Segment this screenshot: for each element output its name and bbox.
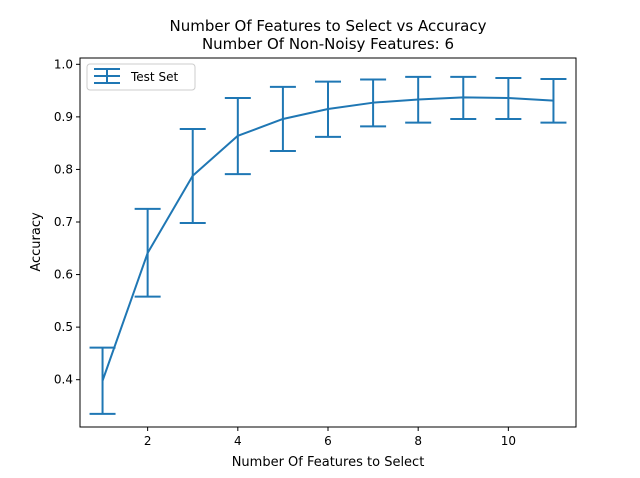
x-tick-label: 6 [324,434,332,448]
y-tick-label: 0.6 [54,268,73,282]
legend: Test Set [86,63,196,91]
y-axis-ticks: 0.4 0.5 0.6 0.7 0.8 0.9 1.0 [54,57,80,387]
x-axis-ticks: 2 4 6 8 10 [144,427,516,448]
x-tick-label: 8 [414,434,422,448]
series-line-test-set [101,96,554,382]
legend-errorbar-marker [94,68,120,84]
series-layer [89,75,567,415]
x-tick-label: 10 [501,434,516,448]
legend-entry-test-set: Test Set [130,70,178,84]
x-tick-label: 4 [234,434,242,448]
y-tick-label: 0.8 [54,162,73,176]
y-tick-label: 0.7 [54,215,73,229]
y-tick-label: 0.5 [54,320,73,334]
y-axis-label: Accuracy [29,212,44,272]
x-axis-label: Number Of Features to Select [232,455,425,470]
x-tick-label: 2 [144,434,152,448]
chart-subtitle: Number Of Non-Noisy Features: 6 [202,35,454,53]
y-tick-label: 0.9 [54,110,73,124]
y-tick-label: 1.0 [54,57,73,71]
y-tick-label: 0.4 [54,373,73,387]
chart-title: Number Of Features to Select vs Accuracy [170,17,487,35]
